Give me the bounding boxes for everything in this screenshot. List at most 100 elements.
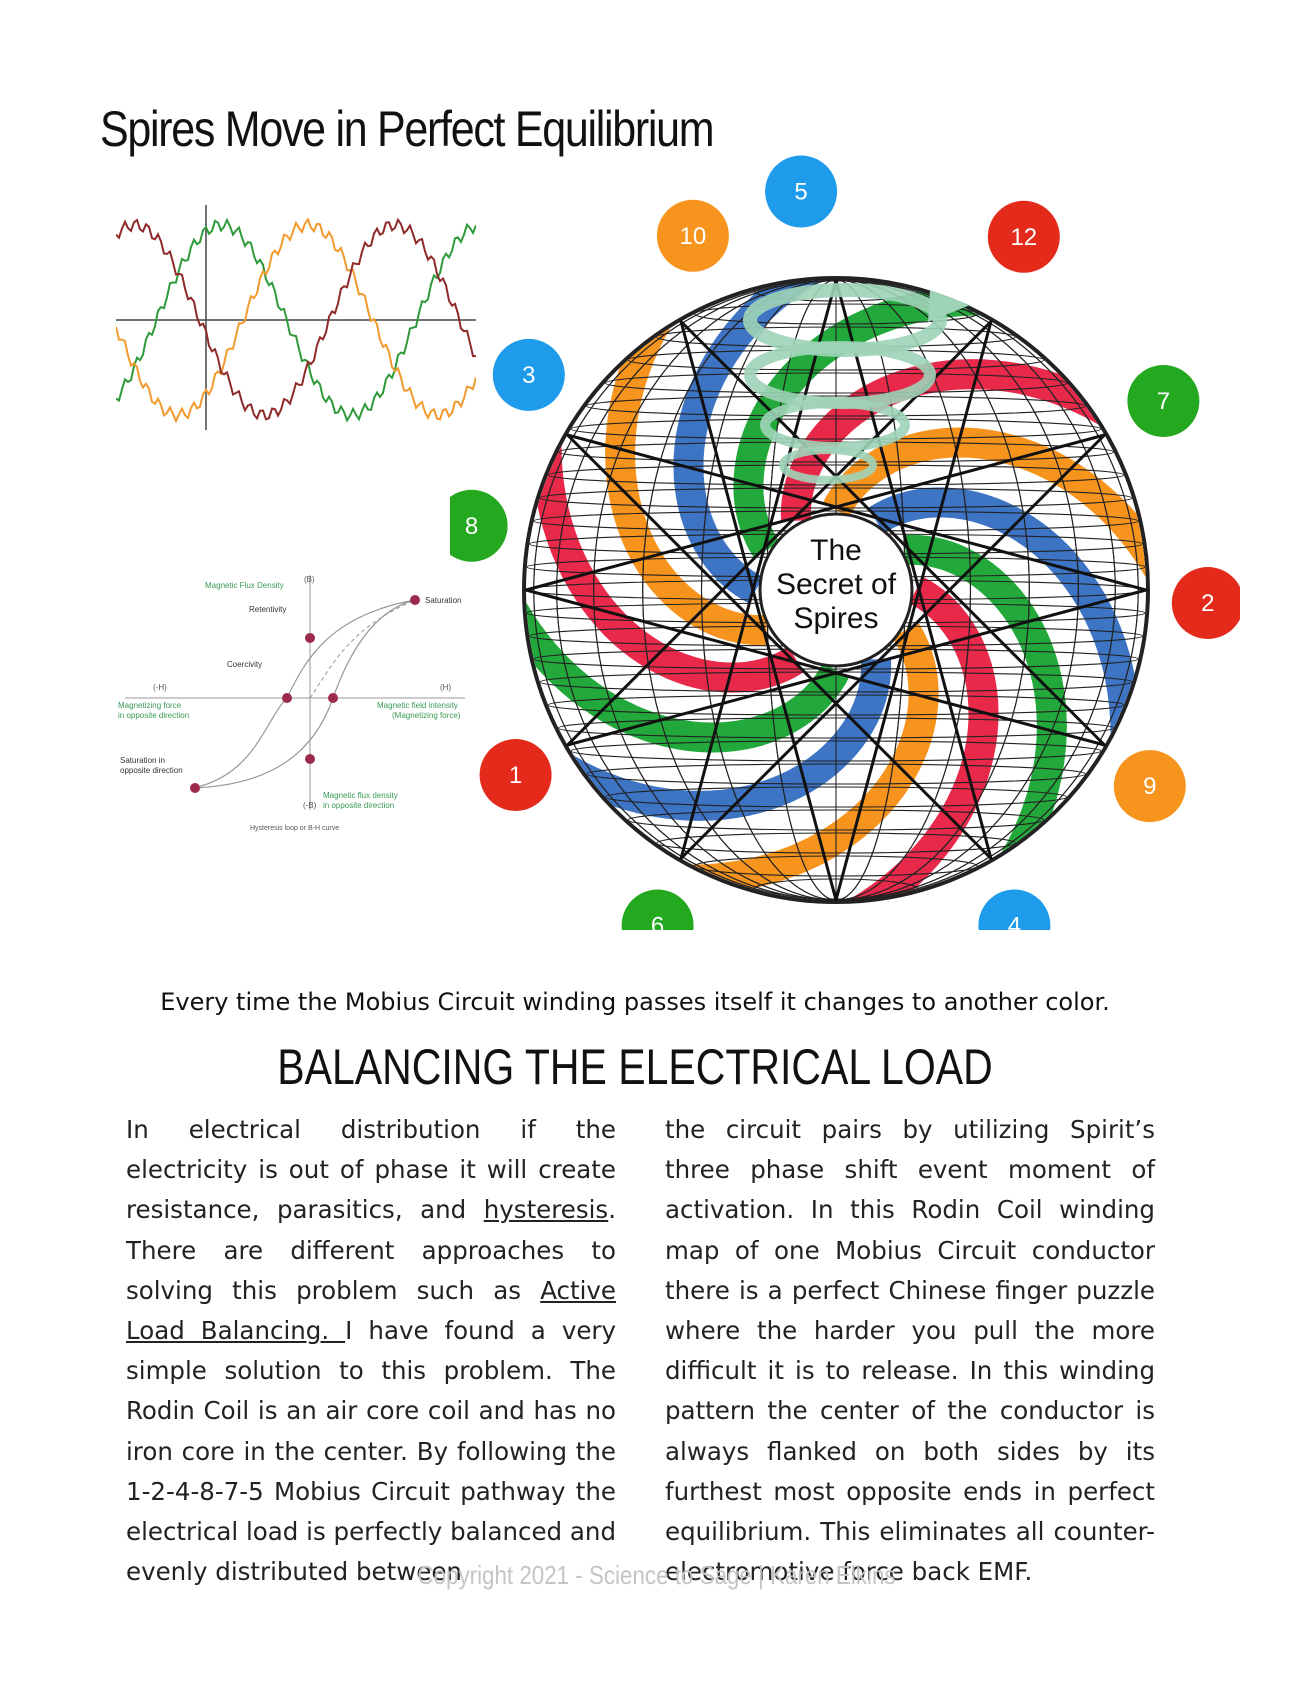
center-label-line-1: The xyxy=(810,534,862,567)
label-coercivity: Coercivity xyxy=(227,660,262,669)
active-load-balancing-link[interactable]: Active Load Balancing. xyxy=(126,1275,616,1346)
number-marker-10: 10 xyxy=(656,199,729,272)
label-flux-opposite-2: in opposite direction xyxy=(323,801,394,810)
orange-phase-wave xyxy=(116,217,476,424)
marker-label: 1 xyxy=(509,762,522,789)
marker-circle xyxy=(479,739,552,811)
label-field-intensity-1: Magnetic field intensity xyxy=(377,701,458,710)
center-label-line-2: Secret of xyxy=(776,568,897,601)
center-label-line-3: Spires xyxy=(793,602,878,635)
hyst-lower-curve xyxy=(192,599,416,789)
number-marker-8: 8 xyxy=(450,489,508,562)
winding-band xyxy=(531,430,804,693)
marker-circle xyxy=(1127,365,1200,437)
grid-meridian xyxy=(642,280,1030,900)
section-heading: BALANCING THE ELECTRICAL LOAD xyxy=(277,1039,993,1095)
marker-label: 7 xyxy=(1157,388,1170,415)
marker-label: 12 xyxy=(1010,224,1037,251)
grid-latitude xyxy=(570,740,1102,762)
number-marker-4: 4 xyxy=(978,889,1051,930)
three-phase-wave-graph xyxy=(116,205,476,430)
body-left-text-2: . There are different approaches to solv… xyxy=(126,1195,616,1305)
winding-band xyxy=(835,576,999,900)
spires-rodin-coil-diagram: The Secret of Spires 512729411618310 xyxy=(450,155,1240,931)
hysteresis-loop-graph: Magnetic Flux Density (B) Retentivity Sa… xyxy=(118,575,465,832)
number-marker-3: 3 xyxy=(492,338,565,411)
grid-latitude xyxy=(604,786,1068,808)
star-lines xyxy=(524,279,1148,902)
number-marker-5: 5 xyxy=(765,155,838,228)
number-marker-7: 7 xyxy=(1127,365,1200,437)
label-b-axis: (B) xyxy=(304,575,315,584)
saturation-point xyxy=(410,595,420,605)
red-phase-wave xyxy=(116,217,476,421)
marker-label: 9 xyxy=(1143,773,1156,800)
winding-band xyxy=(545,658,892,821)
label-flux-opposite-1: Magnetic flux density xyxy=(323,791,398,800)
marker-label: 2 xyxy=(1201,590,1214,617)
grid-latitude xyxy=(570,418,1102,440)
marker-circle xyxy=(978,889,1051,930)
copyright-footer: Copyright 2021 - Science to Sage | Karen… xyxy=(417,1560,896,1590)
number-marker-12: 12 xyxy=(987,200,1060,273)
marker-label: 5 xyxy=(794,179,807,206)
negative-saturation-point xyxy=(190,783,200,793)
marker-circle xyxy=(1113,750,1186,823)
marker-label: 8 xyxy=(465,513,478,540)
winding-band xyxy=(780,359,1127,522)
marker-circle xyxy=(656,199,729,272)
marker-circle xyxy=(765,155,838,228)
grid-meridian xyxy=(700,280,972,900)
grid-meridian xyxy=(593,280,1079,900)
spiral-spire-icon xyxy=(743,283,970,484)
grid-latitude xyxy=(694,855,978,877)
marker-circle xyxy=(1171,567,1240,639)
label-flux-density: Magnetic Flux Density xyxy=(205,581,284,590)
marker-circle xyxy=(492,338,565,411)
marker-label: 10 xyxy=(680,223,707,250)
marker-label: 6 xyxy=(651,913,664,931)
number-marker-6: 6 xyxy=(621,889,694,931)
center-label-circle xyxy=(758,512,914,668)
grid-latitude xyxy=(627,809,1045,831)
label-retentivity: Retentivity xyxy=(249,605,286,614)
twelve-point-star xyxy=(524,279,1148,902)
hyst-upper-curve xyxy=(192,599,416,789)
figure-caption: Every time the Mobius Circuit winding pa… xyxy=(160,988,1110,1016)
grid-latitude xyxy=(557,717,1115,739)
grid-latitude xyxy=(604,372,1068,394)
marker-circle xyxy=(621,889,694,930)
marker-circle xyxy=(450,489,508,562)
winding-band xyxy=(868,487,1141,750)
grid-meridian xyxy=(533,280,1139,900)
label-minus-h: (-H) xyxy=(153,683,167,692)
label-minus-b: (-B) xyxy=(303,801,317,810)
number-marker-2: 2 xyxy=(1171,567,1240,639)
number-marker-1: 1 xyxy=(479,739,552,811)
body-left-text-1: In electrical distribution if the electr… xyxy=(126,1115,616,1225)
label-mag-force-opposite-1: Magnetizing force xyxy=(118,701,182,710)
grid-meridian xyxy=(556,280,1116,900)
number-marker-9: 9 xyxy=(1113,750,1186,823)
negative-retentivity-point xyxy=(305,754,315,764)
label-sat-opposite-2: opposite direction xyxy=(120,766,183,775)
body-column-left: In electrical distribution if the electr… xyxy=(126,1110,616,1592)
hysteresis-link[interactable]: hysteresis xyxy=(483,1195,609,1225)
label-field-intensity-2: (Magnetizing force) xyxy=(392,711,461,720)
label-saturation: Saturation xyxy=(425,596,461,605)
marker-label: 3 xyxy=(522,362,535,389)
body-left-text-3: I have found a very simple solution to t… xyxy=(126,1316,616,1587)
retentivity-point xyxy=(305,633,315,643)
grid-latitude xyxy=(694,303,978,325)
hyst-initial-curve xyxy=(309,599,416,699)
label-plus-h: (H) xyxy=(440,683,451,692)
label-loop-caption: Hysteresis loop or B-H curve xyxy=(250,825,339,832)
label-sat-opposite-1: Saturation in xyxy=(120,756,165,765)
page-title: Spires Move in Perfect Equilibrium xyxy=(100,101,715,157)
label-mag-force-opposite-2: in opposite direction xyxy=(118,711,189,720)
coercivity-point xyxy=(282,693,292,703)
coercivity-point-positive xyxy=(328,693,338,703)
marker-circle xyxy=(987,200,1060,273)
number-markers: 512729411618310 xyxy=(450,155,1240,931)
body-column-right: the circuit pairs by utilizing Spirit’s … xyxy=(665,1115,1155,1587)
